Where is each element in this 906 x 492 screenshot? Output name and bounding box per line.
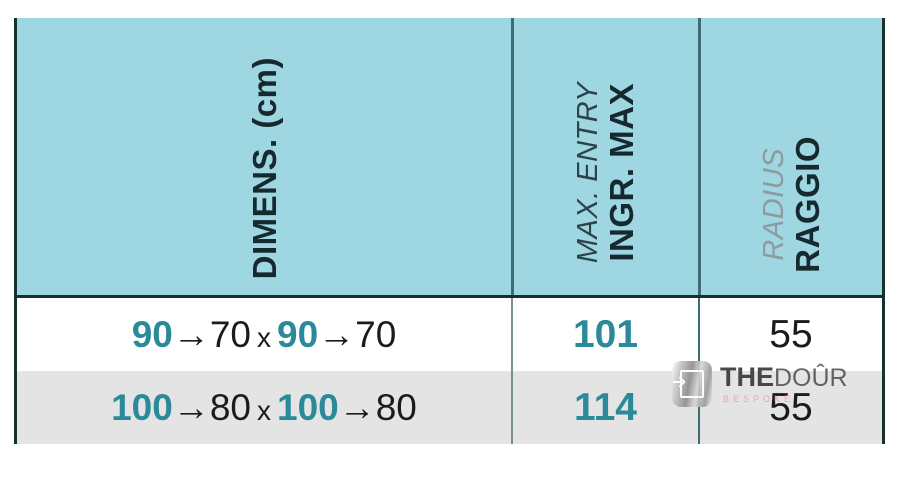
table-row: 90→70 x 90→70 101 55 xyxy=(17,298,882,371)
arrow-right-icon: → xyxy=(318,313,356,355)
arrow-right-icon: → xyxy=(338,386,376,428)
column-header-dimensions-label: DIMENS. (cm) xyxy=(245,57,283,280)
column-header-radius-sublabel: RADIUS xyxy=(757,148,790,261)
column-header-dimensions: DIMENS. (cm) xyxy=(17,18,511,295)
dimension-a-from: 90 xyxy=(131,313,173,355)
cell-radius: 55 xyxy=(698,298,882,371)
header-text-stack: DIMENS. (cm) xyxy=(17,18,511,295)
dimension-a-from: 100 xyxy=(111,386,173,428)
column-header-max-entry-sublabel: MAX. ENTRY xyxy=(572,81,604,264)
dimension-b-to: 70 xyxy=(355,313,397,355)
cell-max-entry: 114 xyxy=(511,371,698,444)
dimension-expression: 90→70 x 90→70 xyxy=(132,314,397,356)
cell-radius: 55 xyxy=(698,371,882,444)
max-entry-value: 114 xyxy=(574,385,637,429)
dimension-expression: 100→80 x 100→80 xyxy=(111,387,417,429)
arrow-right-icon: → xyxy=(172,313,210,355)
max-entry-value: 101 xyxy=(572,312,639,356)
header-text-stack: INGR. MAX MAX. ENTRY xyxy=(514,34,698,295)
dimension-separator: x xyxy=(257,394,271,426)
column-header-radius-label: RAGGIO xyxy=(788,136,826,273)
arrow-right-icon: → xyxy=(172,386,210,428)
cell-dimensions: 100→80 x 100→80 xyxy=(17,371,511,444)
table-body: 90→70 x 90→70 101 55 100→80 x 100→80 114 55 xyxy=(17,298,882,444)
table-row: 100→80 x 100→80 114 55 xyxy=(17,371,882,444)
dimension-a-to: 70 xyxy=(209,313,251,355)
column-header-max-entry-label: INGR. MAX xyxy=(603,83,640,262)
dimension-separator: x xyxy=(257,321,271,353)
specification-table: DIMENS. (cm) INGR. MAX MAX. ENTRY RAGGIO… xyxy=(14,18,885,444)
table-header-row: DIMENS. (cm) INGR. MAX MAX. ENTRY RAGGIO… xyxy=(17,18,882,298)
dimension-b-from: 100 xyxy=(277,386,339,428)
header-text-stack: RAGGIO RADIUS xyxy=(701,66,882,295)
dimension-a-to: 80 xyxy=(209,386,251,428)
cell-dimensions: 90→70 x 90→70 xyxy=(17,298,511,371)
column-header-radius: RAGGIO RADIUS xyxy=(698,18,882,295)
column-header-max-entry: INGR. MAX MAX. ENTRY xyxy=(511,18,698,295)
dimension-b-from: 90 xyxy=(277,313,319,355)
radius-value: 55 xyxy=(769,312,813,356)
radius-value: 55 xyxy=(769,385,813,429)
dimension-b-to: 80 xyxy=(375,386,417,428)
cell-max-entry: 101 xyxy=(511,298,698,371)
